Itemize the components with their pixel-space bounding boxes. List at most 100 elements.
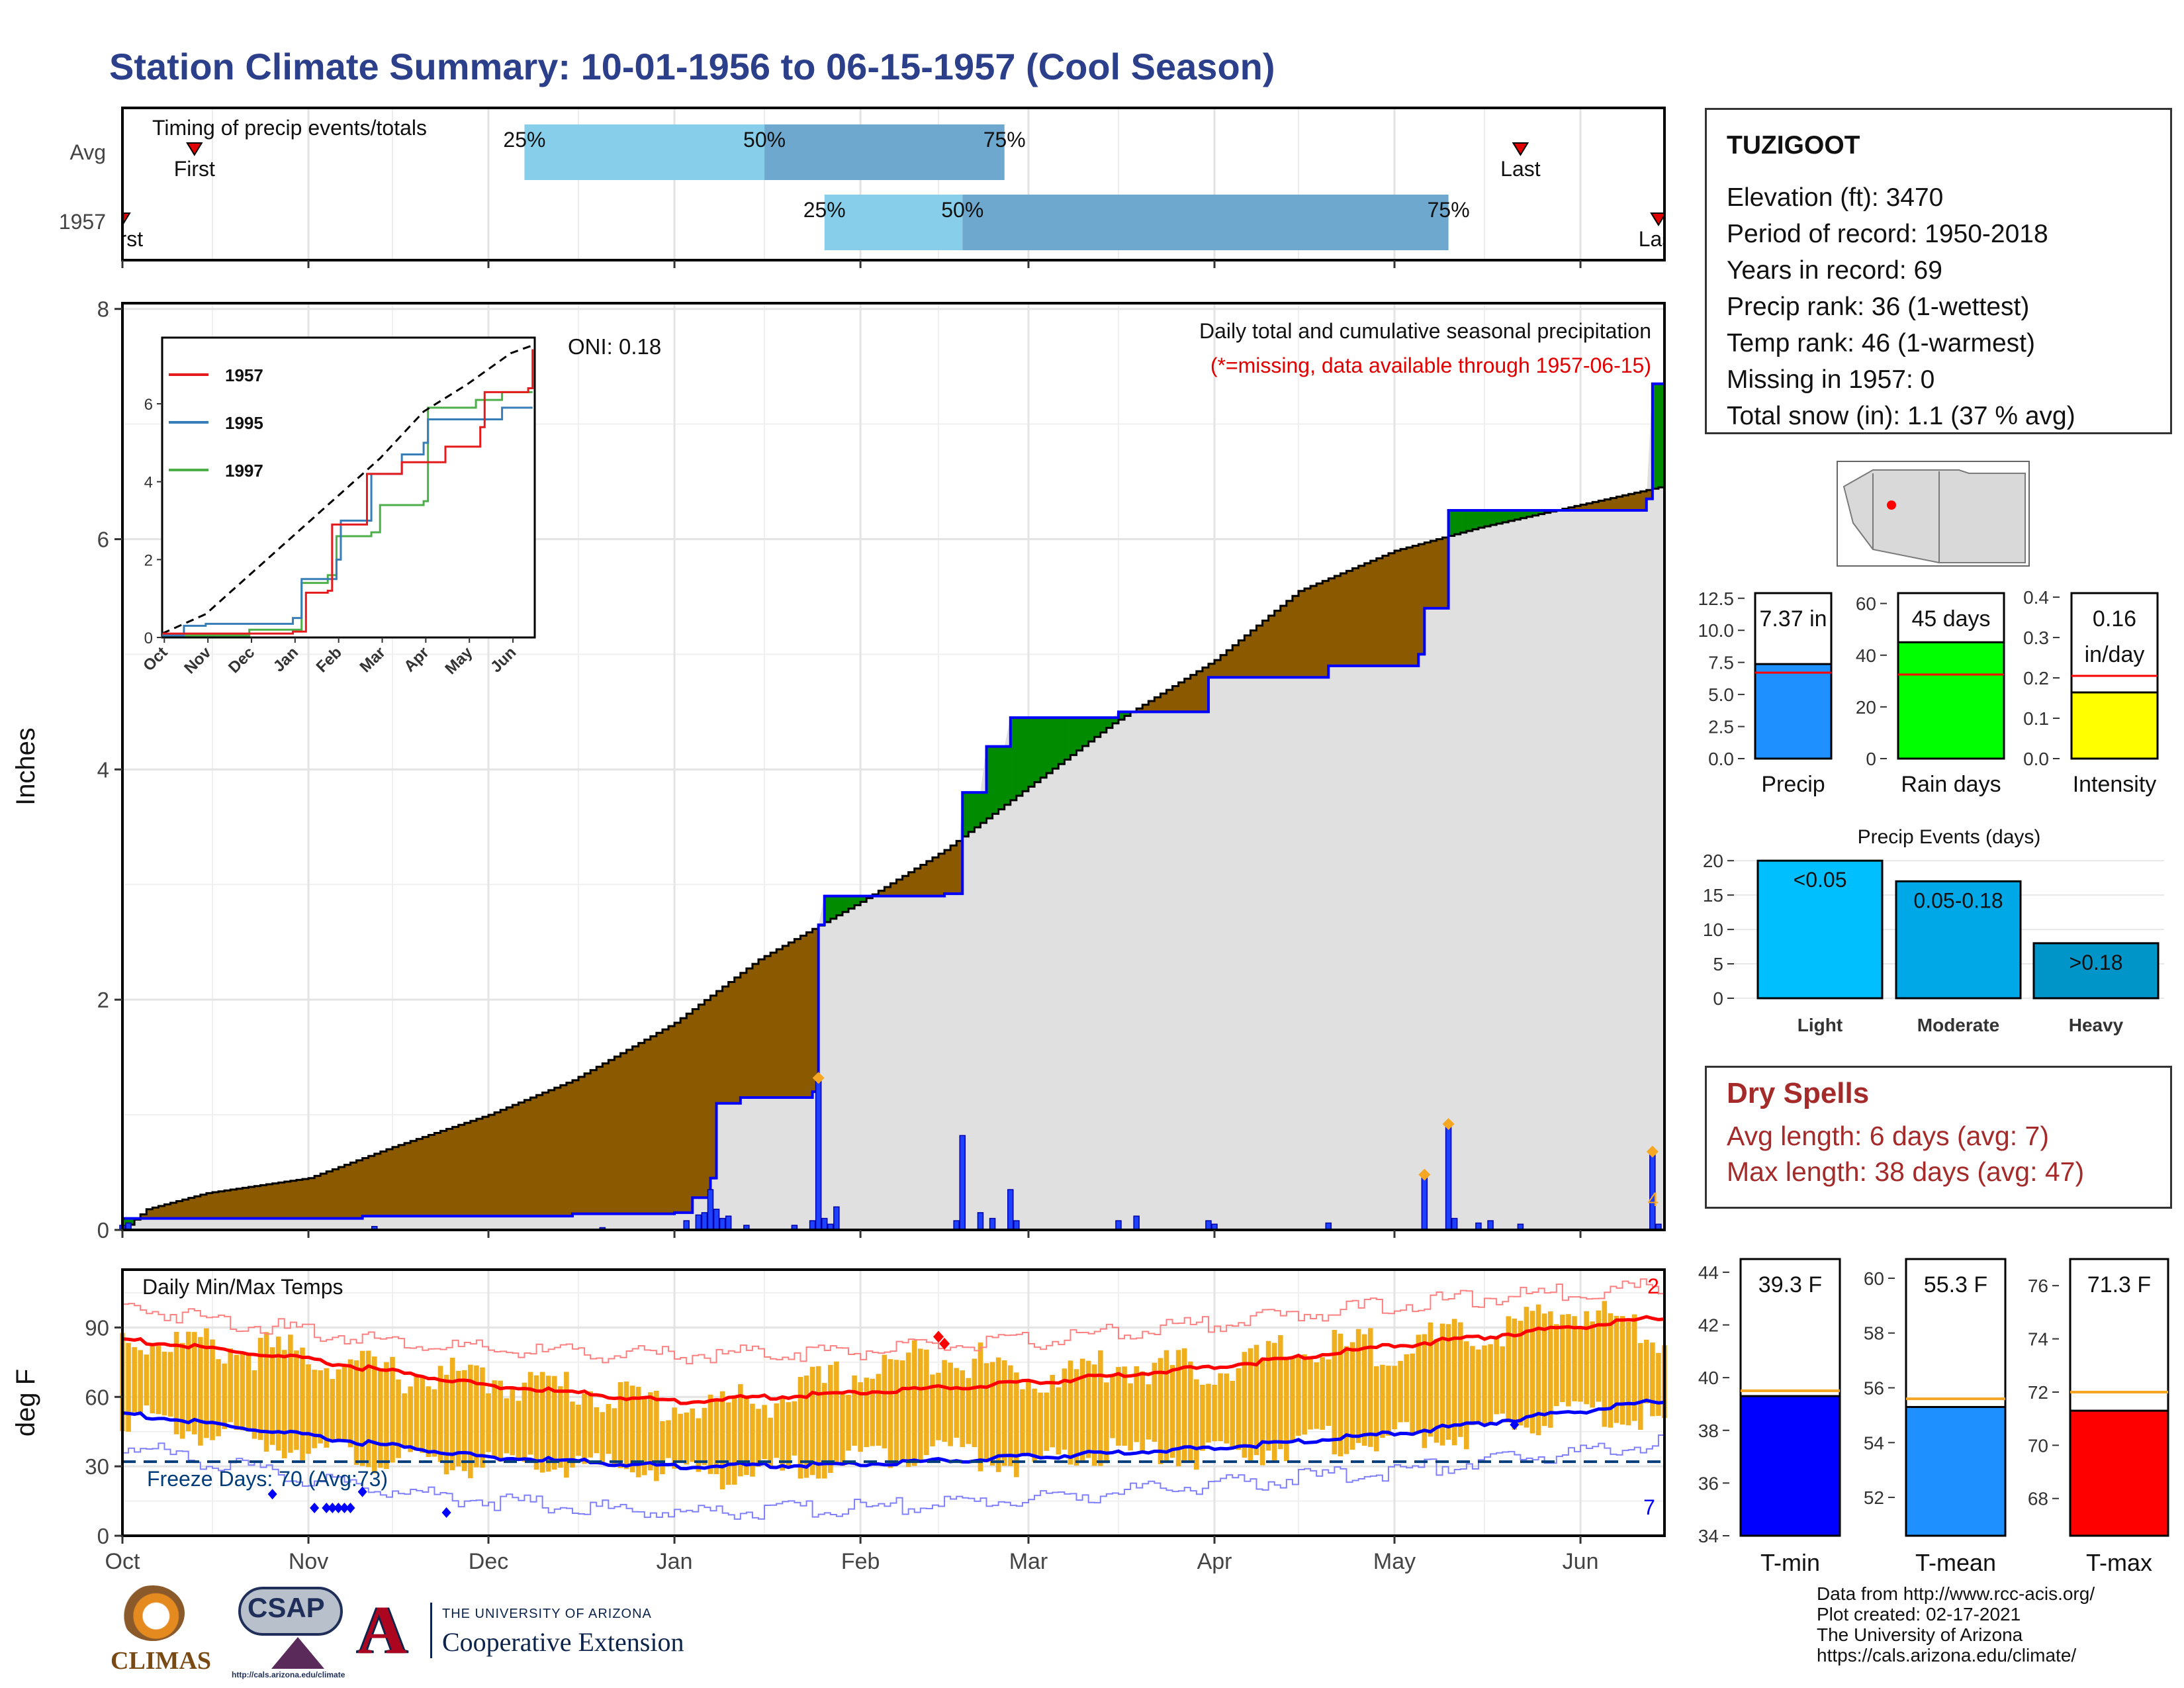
temp-daily-range-bar [1332,1330,1338,1455]
precip-daily-bar [1205,1220,1212,1231]
precip-surplus-fill [1514,510,1522,520]
precip-surplus-fill [1652,383,1659,489]
temp-daily-range-bar [1584,1311,1589,1405]
precip-surplus-fill [1028,718,1035,787]
temp-daily-range-bar [876,1374,882,1446]
precip-daily-bar [1451,1217,1458,1231]
events-category-light: Light [1797,1015,1843,1035]
temp-daily-range-bar [533,1375,539,1470]
temp-daily-range-bar [1506,1316,1512,1423]
temp-daily-range-bar [570,1401,575,1468]
precip-deficit-fill [416,1139,423,1217]
temp-daily-range-bar [1590,1321,1596,1408]
precip-deficit-fill [1142,704,1149,712]
temp-daily-range-bar [1038,1392,1043,1459]
precip-1957-cumulative-line [122,381,1666,1220]
precip-surplus-fill [1472,510,1479,530]
temp-daily-range-bar [408,1386,413,1452]
footer-source: Data from http://www.rcc-acis.org/ [1817,1583,2095,1604]
temp-daily-range-bar [1529,1311,1535,1434]
temp-daily-range-bar [1464,1341,1469,1450]
temp-daily-range-bar [594,1407,600,1454]
precip-deficit-fill [530,1098,537,1217]
location-map-region [1843,469,2026,563]
precip-deficit-fill [230,1190,237,1219]
temp-daily-range-bar [1218,1373,1223,1442]
temp-daily-range-bar [1259,1358,1265,1466]
summary-tmax-bar [2069,1409,2169,1537]
temp-daily-range-bar [1518,1321,1524,1426]
precip-deficit-fill [1136,708,1143,712]
precip-deficit-fill [164,1204,171,1219]
precip-deficit-fill [446,1129,453,1217]
precip-daily-bar [953,1220,960,1231]
summary-raindays-y-tick-label: 40 [1856,645,1876,666]
temp-daily-range-bar [251,1370,257,1439]
inset-y-tick-label: 4 [144,474,153,492]
temp-daily-range-bar [1050,1375,1056,1448]
temp-daily-range-bar [1242,1352,1248,1458]
precip-surplus-fill [854,896,861,906]
precip-deficit-fill [500,1109,507,1217]
precip-deficit-fill [470,1121,477,1217]
summary-tmin-axis-label: T-min [1760,1549,1820,1576]
temp-daily-range-bar [612,1408,617,1466]
temp-daily-range-bar [1637,1342,1643,1430]
precip-deficit-fill [158,1205,165,1219]
temp-daily-range-bar [161,1351,167,1416]
station-location-marker [1887,500,1896,510]
precip-deficit-fill [722,986,729,1103]
temp-daily-range-bar [468,1364,473,1479]
precip-deficit-fill [1208,663,1215,678]
temp-daily-range-bar [1236,1368,1242,1450]
temp-daily-range-bar [1566,1314,1571,1407]
temp-daily-range-bar [564,1372,569,1478]
month-tick-label-Dec: Dec [469,1549,508,1574]
precip-deficit-fill [1148,701,1155,712]
timing-right-mask [1664,108,1711,260]
precip-deficit-fill [794,939,801,1098]
precip-deficit-fill [1286,600,1293,678]
csap-url: http://cals.arizona.edu/climate [232,1670,345,1679]
precip-deficit-fill [938,853,945,896]
precip-y-tick-label: 6 [97,528,109,552]
precip-deficit-fill [578,1076,585,1214]
temp-daily-range-bar [359,1350,365,1466]
temp-daily-range-bar [191,1332,197,1434]
temp-daily-range-bar [870,1378,876,1446]
precip-deficit-fill [1190,675,1197,712]
temp-daily-range-bar [1091,1364,1097,1466]
precip-max-marker [1418,1168,1431,1181]
temp-daily-range-bar [1079,1358,1085,1462]
ua-university-name: THE UNIVERSITY OF ARIZONA [442,1607,652,1621]
temp-daily-range-bar [281,1350,287,1459]
temp-daily-range-bar [1062,1368,1068,1450]
precip-daily-bar [713,1208,720,1231]
precip-deficit-fill [1370,561,1377,666]
precip-deficit-fill [710,995,717,1178]
temp-daily-range-bar [774,1403,780,1458]
temp-daily-range-bar [1554,1324,1559,1407]
month-tick-label-Apr: Apr [1197,1549,1232,1574]
precip-deficit-fill [632,1046,639,1214]
events-bar-label-heavy: >0.18 [2070,951,2123,974]
precip-y-tick-label: 4 [97,757,109,782]
month-tick-label-Jun: Jun [1563,1549,1599,1574]
summary-intensity-axis-label: Intensity [2073,772,2157,797]
precip-max-marker [1442,1118,1455,1130]
precip-surplus-fill [1658,383,1665,488]
temp-daily-range-bar [942,1360,947,1442]
temp-daily-range-bar [768,1417,773,1468]
precip-surplus-fill [1460,510,1467,533]
summary-intensity-y-tick-label: 0.4 [2023,587,2049,608]
temp-daily-range-bar [1104,1382,1109,1464]
precip-deficit-fill [896,879,903,896]
temp-daily-range-bar [1428,1322,1433,1437]
precip-deficit-fill [644,1039,651,1214]
events-y-tick-label: 15 [1703,885,1723,906]
precip-deficit-fill [194,1196,201,1219]
summary-tmean-y-tick-label: 56 [1864,1378,1884,1399]
precip-deficit-fill [932,857,939,896]
precip-deficit-fill [1220,655,1227,678]
temp-daily-range-bar [917,1348,923,1463]
